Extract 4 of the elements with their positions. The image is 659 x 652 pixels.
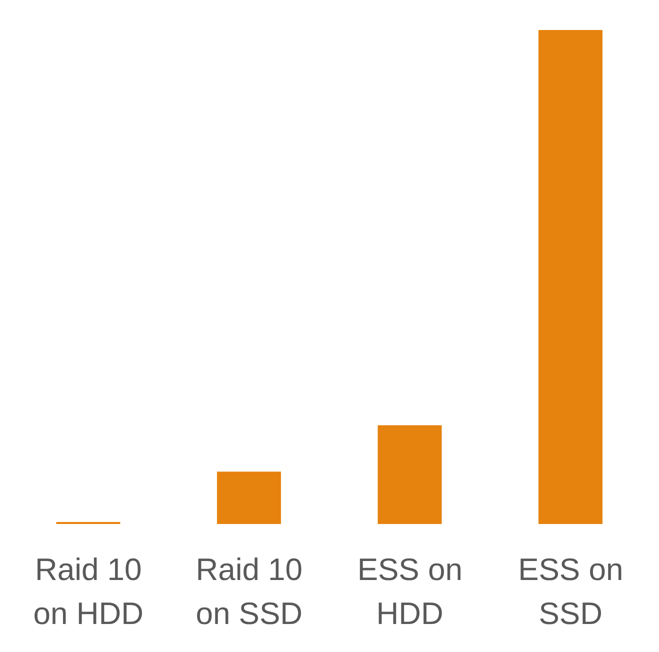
- x-tick-label: ESS on SSD: [518, 552, 624, 631]
- x-tick-label: ESS on HDD: [357, 552, 462, 631]
- x-tick-label: Raid 10 on HDD: [33, 552, 144, 631]
- x-tick-label: Raid 10 on SSD: [196, 552, 303, 631]
